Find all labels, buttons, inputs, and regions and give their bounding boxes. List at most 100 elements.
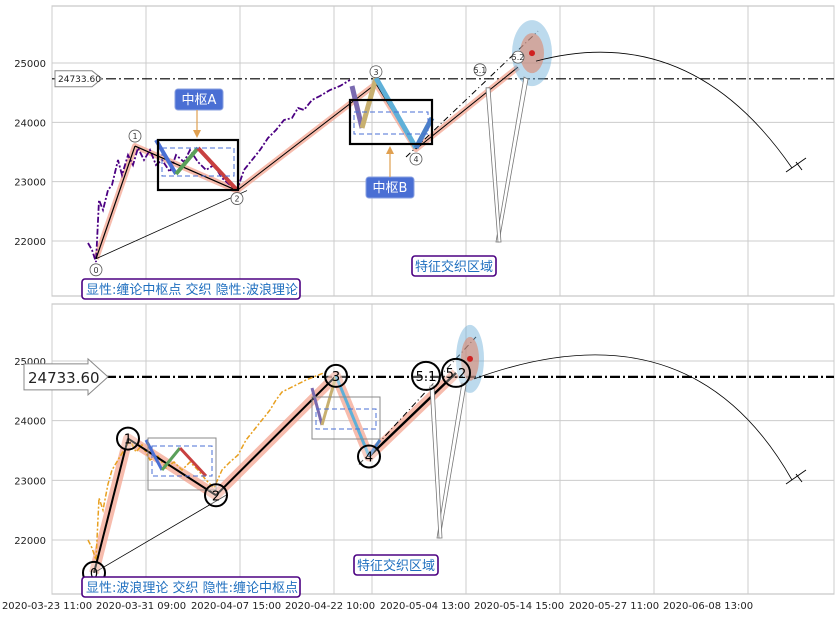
- pivot-label: 5.1: [416, 370, 437, 385]
- wave-segment: [127, 437, 217, 497]
- zigzag-segment: [320, 375, 338, 426]
- price-level-tag: [54, 70, 103, 88]
- caption-text: 显性:缠论中枢点 交织 隐性:波浪理论: [86, 282, 298, 298]
- zone-label-box: [174, 88, 224, 111]
- y-tick-label: 25000: [14, 59, 46, 70]
- pivot-marker: [324, 363, 348, 388]
- x-tick-label: 2020-04-22 10:00: [285, 601, 375, 612]
- y-tick-label: 22000: [14, 237, 46, 248]
- x-tick-label: 2020-03-23 11:00: [2, 601, 92, 612]
- zigzag-segment: [144, 439, 164, 471]
- target-point: [529, 50, 535, 57]
- zigzag-segment: [349, 85, 365, 129]
- caption-box: [81, 576, 301, 598]
- annotation-box: [411, 255, 497, 277]
- pivot-label: 5.2: [512, 53, 525, 62]
- pivot-marker: [511, 50, 525, 64]
- price-series-line: [87, 371, 327, 561]
- pivot-label: 3: [373, 68, 378, 77]
- pivot-label: 2: [234, 195, 239, 204]
- annotation-pointer: [485, 87, 502, 243]
- annotation-box: [353, 554, 439, 576]
- x-tick-label: 2020-05-14 15:00: [474, 601, 564, 612]
- pivot-label: 0: [93, 266, 98, 275]
- pivot-marker: [128, 129, 142, 143]
- pivot-marker: [230, 192, 244, 205]
- zigzag-segment: [334, 375, 371, 457]
- x-tick-label: 2020-04-07 15:00: [191, 601, 281, 612]
- pivot-label: 5.2: [446, 367, 467, 382]
- zigzag-segment: [359, 77, 379, 129]
- x-tick-label: 2020-05-04 13:00: [380, 601, 470, 612]
- pivot-zone-box: [147, 437, 217, 491]
- projection-end-mark: [785, 157, 807, 173]
- zone-arrow-head: [386, 146, 394, 154]
- plot-area: [51, 5, 835, 297]
- caption-box: [81, 278, 301, 300]
- y-tick-label: 23000: [14, 178, 46, 189]
- pivot-label: 4: [365, 450, 373, 465]
- target-point: [467, 355, 473, 362]
- wave-segment: [368, 372, 457, 458]
- pivot-marker: [89, 263, 103, 277]
- pivot-label: 5.1: [474, 66, 487, 75]
- pivot-marker: [204, 483, 228, 508]
- pivot-label: 2: [212, 489, 220, 504]
- pivot-label: 1: [124, 433, 132, 448]
- zigzag-segment: [174, 146, 200, 176]
- plot-area: [51, 303, 835, 595]
- x-tick-label: 2020-06-08 13:00: [663, 601, 753, 612]
- pivot-marker: [357, 444, 381, 469]
- pivot-marker: [473, 63, 487, 77]
- annotation-text: 特征交织区域: [415, 259, 493, 275]
- projection-arc: [473, 354, 793, 481]
- zone-label: 中枢B: [373, 181, 408, 196]
- y-tick-label: 24000: [14, 118, 46, 129]
- x-tick-label: 2020-05-27 11:00: [569, 601, 659, 612]
- zigzag-segment: [154, 138, 178, 176]
- projection-end-mark: [795, 473, 803, 483]
- zigzag-segment: [160, 447, 182, 471]
- y-tick-label: 22000: [14, 536, 46, 547]
- y-tick-label: 23000: [14, 476, 46, 487]
- projection-end-mark: [795, 161, 803, 171]
- x-tick-label: 2020-03-31 09:00: [96, 601, 186, 612]
- wave-segment: [93, 438, 129, 574]
- price-level-label: 24733.60: [58, 75, 101, 85]
- price-level-label: 24733.60: [28, 369, 100, 387]
- price-series-line: [87, 79, 351, 263]
- pivot-zone-box: [348, 98, 434, 146]
- pivot-zone-box: [156, 138, 240, 192]
- y-tick-label: 25000: [14, 357, 46, 368]
- pivot-core-box: [353, 111, 429, 135]
- zigzag-segment: [310, 387, 324, 426]
- wave-segment: [95, 145, 136, 259]
- channel-line: [95, 190, 248, 260]
- zigzag-segment: [373, 76, 419, 150]
- caption-text: 显性:波浪理论 交织 隐性:缠论中枢点: [86, 580, 298, 596]
- projection-end-mark: [785, 469, 807, 485]
- pivot-label: 1: [132, 132, 137, 141]
- pivot-label: 4: [413, 155, 418, 164]
- pivot-marker: [409, 152, 423, 166]
- zigzag-segment: [196, 146, 239, 192]
- panel-1: 22000 23000 24000 25000 24733.60 0 1 2 3 4 5.1 5.2 中…: [14, 5, 835, 300]
- price-level-tag: [23, 357, 109, 397]
- channel-line: [93, 494, 227, 574]
- annotation-pointer: [429, 385, 443, 539]
- pivot-marker: [441, 357, 471, 388]
- projection-arc: [535, 51, 793, 169]
- pivot-label: 3: [332, 370, 340, 385]
- zigzag-segment: [178, 446, 208, 478]
- pivot-core-box: [161, 147, 235, 177]
- zone-label: 中枢A: [182, 93, 217, 108]
- pivot-core-box: [151, 445, 213, 477]
- wave-segment: [236, 83, 377, 191]
- pivot-marker: [369, 65, 383, 79]
- pivot-marker: [411, 360, 441, 391]
- zone-arrow-head: [193, 130, 201, 138]
- wave-segment: [215, 375, 337, 496]
- pivot-marker: [116, 426, 140, 451]
